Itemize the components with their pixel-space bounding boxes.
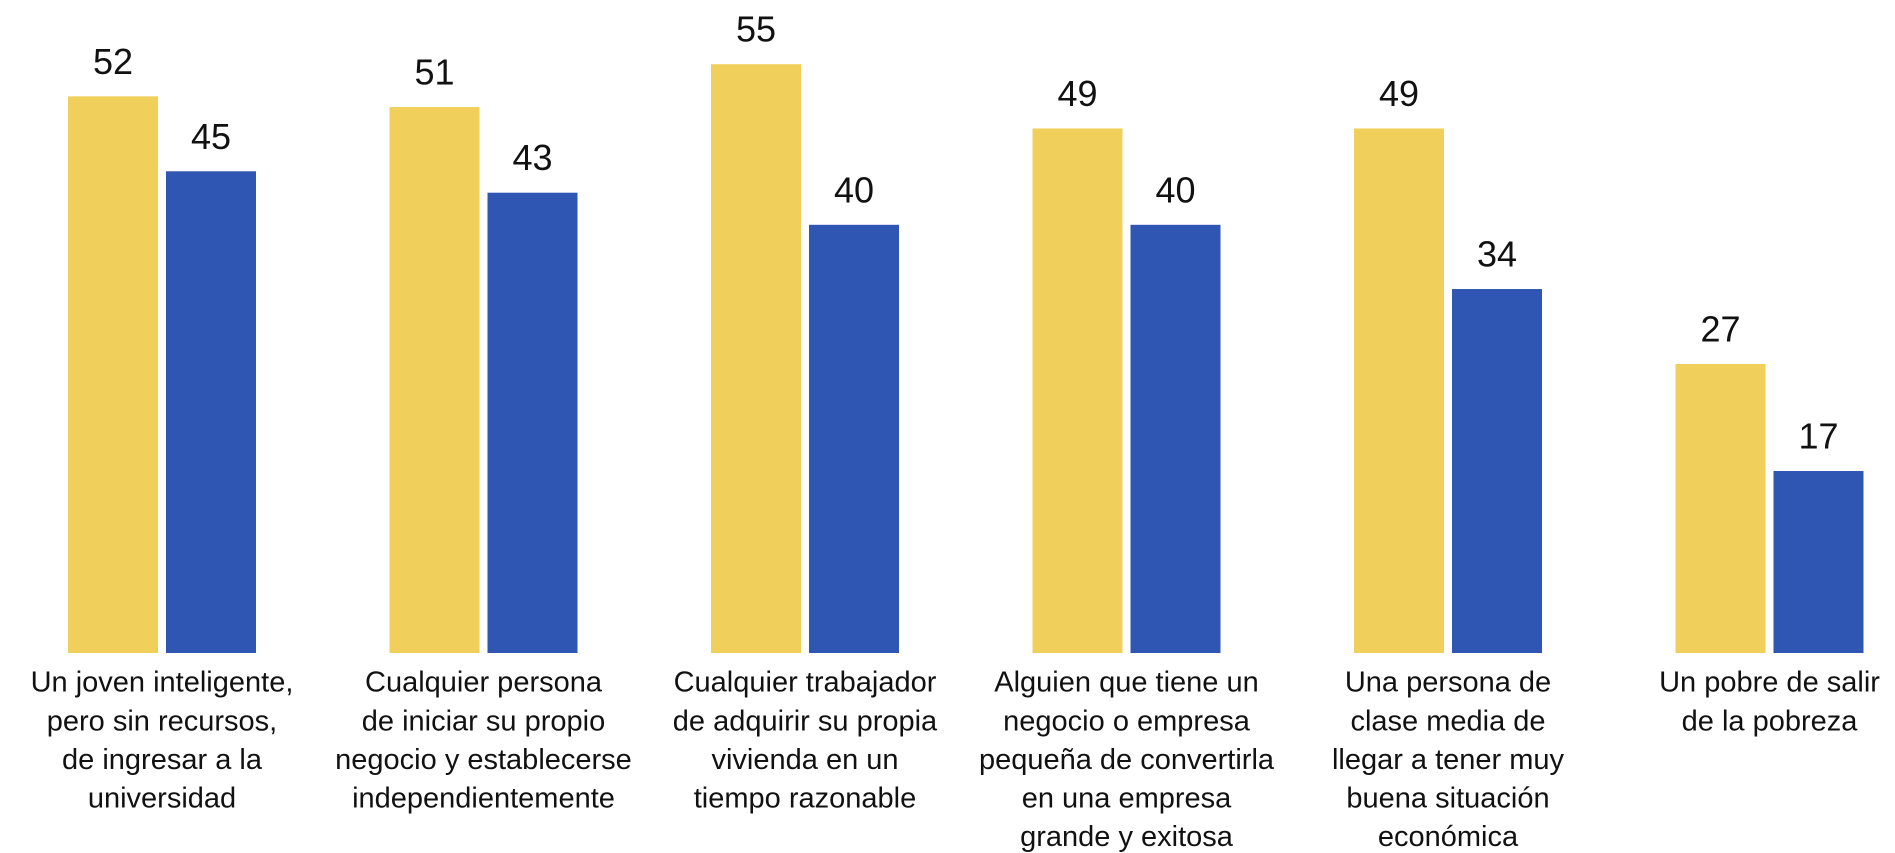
value-label: 40 — [1155, 169, 1195, 210]
x-tick-label: económica — [1378, 821, 1519, 853]
bar — [1130, 224, 1221, 653]
bar — [809, 224, 899, 653]
x-tick-label: de iniciar su propio — [362, 705, 605, 737]
value-label: 49 — [1057, 73, 1097, 114]
bar — [1773, 471, 1864, 653]
value-label: 40 — [834, 169, 874, 210]
x-tick-label: de adquirir su propia — [673, 705, 938, 737]
x-tick-label: Una persona de — [1345, 667, 1551, 699]
bar — [68, 96, 158, 654]
x-tick-label: Un pobre de salir — [1659, 667, 1880, 699]
x-tick-label: buena situación — [1346, 782, 1549, 814]
value-label: 45 — [191, 116, 231, 157]
value-label: 34 — [1477, 234, 1517, 275]
x-tick-label: llegar a tener muy — [1332, 744, 1565, 776]
value-label: 51 — [414, 52, 454, 93]
x-tick-label: de ingresar a la — [62, 744, 263, 776]
value-label: 17 — [1798, 416, 1838, 457]
bar — [1354, 128, 1444, 654]
bar — [1032, 128, 1123, 654]
x-tick-label: Cualquier persona — [365, 667, 603, 699]
x-tick-label: tiempo razonable — [694, 782, 916, 814]
bar — [487, 192, 578, 653]
x-tick-label: pero sin recursos, — [47, 705, 278, 737]
x-tick-label: vivienda en un — [711, 744, 898, 776]
x-tick-label: clase media de — [1350, 705, 1545, 737]
x-tick-label: pequeña de convertirla — [979, 744, 1275, 776]
bar — [389, 107, 480, 653]
x-tick-label: de la pobreza — [1682, 705, 1859, 737]
bar — [1675, 363, 1766, 653]
value-label: 43 — [512, 137, 552, 178]
x-tick-label: negocio o empresa — [1003, 705, 1251, 737]
value-label: 27 — [1700, 308, 1740, 349]
x-tick-label: Un joven inteligente, — [31, 667, 294, 699]
x-tick-label: en una empresa — [1022, 782, 1232, 814]
value-label: 52 — [93, 41, 133, 82]
value-label: 49 — [1379, 73, 1419, 114]
x-tick-label: negocio y establecerse — [335, 744, 632, 776]
x-tick-label: Alguien que tiene un — [994, 667, 1258, 699]
x-tick-label: universidad — [88, 782, 236, 814]
x-tick-label: Cualquier trabajador — [674, 667, 937, 699]
x-tick-label: grande y exitosa — [1020, 821, 1234, 853]
bar — [711, 64, 801, 654]
bar — [1452, 289, 1542, 653]
value-label: 55 — [736, 9, 776, 50]
x-tick-label: independientemente — [352, 782, 615, 814]
bar — [166, 171, 256, 653]
